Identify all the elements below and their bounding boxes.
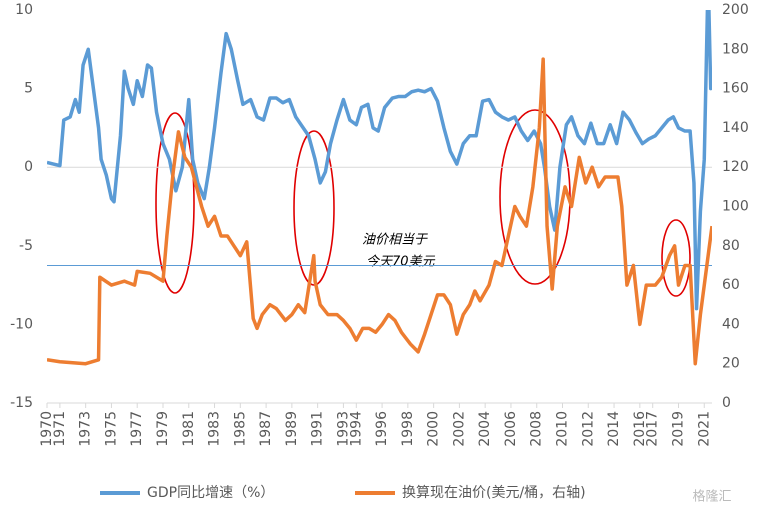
x-tick-label: 1998 xyxy=(400,411,416,447)
x-tick-label: 2008 xyxy=(529,411,545,447)
x-tick-label: 1987 xyxy=(258,411,274,447)
y-tick-label: -5 xyxy=(19,238,33,254)
y2-tick-label: 160 xyxy=(722,81,749,97)
x-tick-label: 1977 xyxy=(129,411,145,447)
legend-label: 换算现在油价(美元/桶，右轴) xyxy=(402,484,586,501)
x-tick-label: 2004 xyxy=(477,411,493,447)
ellipse xyxy=(293,130,335,286)
ellipse xyxy=(661,219,691,297)
legend-label: GDP同比增速（%） xyxy=(147,485,274,501)
x-tick-label: 1989 xyxy=(284,411,300,447)
series-line xyxy=(47,10,712,311)
y-tick-label: 10 xyxy=(15,2,33,18)
x-tick-label: 1970 xyxy=(39,411,55,447)
y-tick-label: -10 xyxy=(10,316,33,332)
series-line xyxy=(47,57,712,366)
x-tick-label: 1993 xyxy=(335,411,351,447)
y2-tick-label: 120 xyxy=(722,159,749,175)
x-tick-label: 2021 xyxy=(696,411,712,447)
x-tick-label: 1996 xyxy=(374,411,390,447)
ellipse xyxy=(155,112,195,294)
x-tick-label: 1979 xyxy=(155,411,171,447)
x-tick-label: 1991 xyxy=(310,411,326,447)
x-tick-label: 1973 xyxy=(78,411,94,447)
y2-tick-label: 40 xyxy=(722,316,740,332)
y2-tick-label: 200 xyxy=(722,2,749,18)
annotation: 今天70美元 xyxy=(366,254,436,270)
x-tick-label: 2014 xyxy=(606,411,622,447)
x-tick-label: 1981 xyxy=(181,411,197,447)
x-tick-label: 2000 xyxy=(426,411,442,447)
y2-tick-label: 180 xyxy=(722,41,749,57)
y2-tick-label: 100 xyxy=(722,199,749,215)
y-tick-label: -15 xyxy=(10,395,33,411)
x-tick-label: 1971 xyxy=(52,411,68,447)
y-tick-label: 5 xyxy=(24,81,33,97)
x-tick-label: 2006 xyxy=(503,411,519,447)
y-tick-label: 0 xyxy=(24,159,33,175)
x-tick-label: 1975 xyxy=(103,411,119,447)
x-tick-label: 2019 xyxy=(670,411,686,447)
plot-lines xyxy=(47,10,712,366)
annotation: 油价相当于 xyxy=(362,233,428,248)
x-tick-label: 1985 xyxy=(232,411,248,447)
y2-tick-label: 140 xyxy=(722,120,749,136)
x-tick-label: 2012 xyxy=(580,411,596,447)
y2-tick-label: 20 xyxy=(722,356,740,372)
watermark: 格隆汇 xyxy=(692,489,731,505)
x-tick-label: 2017 xyxy=(645,411,661,447)
y2-tick-label: 0 xyxy=(722,395,731,411)
x-tick-label: 1994 xyxy=(348,411,364,447)
x-tick-label: 2016 xyxy=(632,411,648,447)
x-tick-label: 2002 xyxy=(451,411,467,447)
x-tick-label: 2010 xyxy=(555,411,571,447)
y2-tick-label: 80 xyxy=(722,238,740,254)
x-tick-label: 1983 xyxy=(207,411,223,447)
y2-tick-label: 60 xyxy=(722,277,740,293)
